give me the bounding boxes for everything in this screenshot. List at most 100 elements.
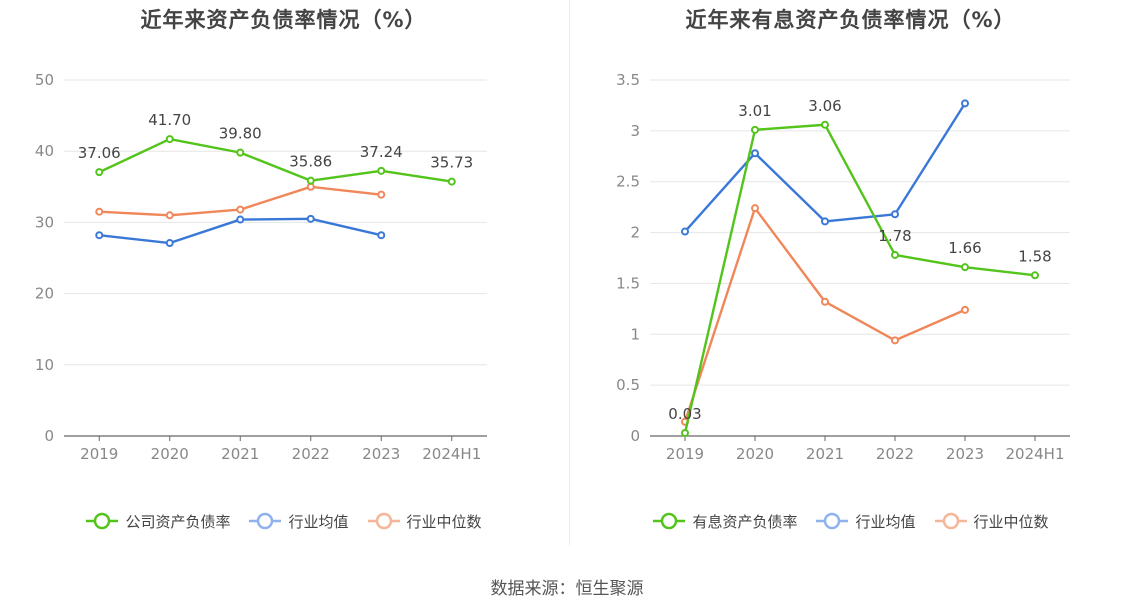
y-tick-label: 0.5 — [616, 376, 640, 394]
legend-label: 行业均值 — [288, 512, 349, 531]
data-point — [377, 190, 386, 199]
data-point — [821, 217, 829, 226]
data-point — [961, 263, 969, 272]
x-tick-label: 2022 — [876, 445, 914, 463]
data-point — [1031, 271, 1039, 280]
data-label: 3.06 — [808, 97, 841, 115]
legend-item[interactable]: 行业均值 — [815, 510, 916, 532]
data-point — [236, 148, 245, 157]
legend-label: 有息资产负债率 — [692, 512, 798, 531]
data-point — [377, 166, 386, 175]
x-tick-label: 2019 — [80, 445, 118, 463]
series-line — [683, 206, 966, 423]
data-point — [821, 120, 829, 129]
x-tick-label: 2023 — [362, 445, 400, 463]
data-point — [961, 305, 969, 314]
legend-marker-icon — [653, 512, 686, 530]
data-point — [891, 210, 899, 219]
chart-title: 近年来资产负债率情况（%） — [140, 8, 427, 32]
legend-marker-icon — [816, 512, 849, 530]
data-label: 39.80 — [219, 125, 262, 143]
data-point — [95, 231, 104, 240]
panel-divider — [569, 0, 570, 545]
x-tick-label: 2024H1 — [1006, 445, 1065, 463]
y-tick-label: 2 — [630, 224, 640, 242]
legend-label: 行业中位数 — [973, 512, 1049, 531]
y-tick-label: 1 — [630, 325, 640, 343]
data-point — [165, 239, 174, 248]
data-point — [95, 207, 104, 216]
chart-panel-interest-debt-ratio: 近年来有息资产负债率情况（%） 0 0.5 1 1.5 2 2.5 3 3.5 2019 2020… — [567, 0, 1134, 560]
data-point — [681, 428, 689, 437]
y-tick-label: 50 — [35, 71, 54, 89]
y-tick-label: 3.5 — [616, 71, 640, 89]
data-point — [891, 250, 899, 259]
data-label: 37.06 — [78, 144, 121, 162]
line-chart-debt-ratio: 0 10 20 30 40 50 2019 2020 2021 2022 2023 2024H1 37.… — [35, 71, 487, 463]
x-tick-label: 2021 — [806, 445, 844, 463]
y-tick-label: 30 — [35, 213, 54, 231]
chart-panel-debt-ratio: 近年来资产负债率情况（%） 0 10 20 30 40 50 2019 2020 2021 202… — [0, 0, 567, 560]
legend-label: 行业均值 — [855, 512, 916, 531]
data-point — [751, 125, 759, 134]
x-tick-label: 2019 — [666, 445, 704, 463]
data-point — [821, 297, 829, 306]
x-tick-label: 2024H1 — [422, 445, 481, 463]
data-point — [165, 135, 174, 144]
x-tick-label: 2020 — [151, 445, 189, 463]
data-point — [95, 168, 104, 177]
y-tick-label: 0 — [44, 427, 54, 445]
legend-item[interactable]: 公司资产负债率 — [85, 510, 230, 532]
series-line — [98, 137, 452, 183]
data-label: 41.70 — [148, 111, 191, 129]
legend-item[interactable]: 行业中位数 — [934, 510, 1049, 532]
y-tick-label: 1.5 — [616, 274, 640, 292]
legend-label: 行业中位数 — [406, 512, 482, 531]
data-point — [236, 215, 245, 224]
data-point — [306, 214, 315, 223]
data-label: 37.24 — [360, 143, 403, 161]
data-source-label: 数据来源：恒生聚源 — [490, 579, 644, 599]
legend-item[interactable]: 行业中位数 — [367, 510, 482, 532]
data-label: 3.01 — [738, 102, 771, 120]
data-label: 1.78 — [878, 227, 911, 245]
data-label: 1.58 — [1018, 247, 1051, 265]
data-label: 0.03 — [668, 405, 701, 423]
x-tick-label: 2021 — [221, 445, 259, 463]
x-tick-label: 2022 — [292, 445, 330, 463]
data-point — [165, 211, 174, 220]
x-tick-label: 2023 — [946, 445, 984, 463]
data-point — [751, 204, 759, 213]
chart-title: 近年来有息资产负债率情况（%） — [685, 8, 1016, 32]
legend-item[interactable]: 有息资产负债率 — [652, 510, 797, 532]
series-line — [683, 123, 1036, 434]
data-point — [681, 227, 689, 236]
data-point — [891, 336, 899, 345]
data-point — [961, 99, 969, 108]
y-tick-label: 0 — [630, 427, 640, 445]
legend-marker-icon — [86, 512, 119, 530]
data-point — [306, 176, 315, 185]
y-tick-label: 3 — [630, 122, 640, 140]
y-tick-label: 40 — [35, 142, 54, 160]
data-label: 35.73 — [430, 154, 473, 172]
legend-item[interactable]: 行业均值 — [248, 510, 349, 532]
legend-marker-icon — [249, 512, 282, 530]
data-label: 1.66 — [948, 239, 981, 257]
data-label: 35.86 — [289, 153, 332, 171]
line-chart-interest-debt-ratio: 0 0.5 1 1.5 2 2.5 3 3.5 2019 2020 2021 2022 2023 2024… — [616, 71, 1070, 463]
data-point — [306, 182, 315, 191]
legend-marker-icon — [934, 512, 967, 530]
legend-marker-icon — [367, 512, 400, 530]
chart-legend: 公司资产负债率 行业均值 行业中位数 — [0, 510, 567, 532]
x-tick-label: 2020 — [736, 445, 774, 463]
data-point — [377, 231, 386, 240]
legend-label: 公司资产负债率 — [125, 512, 231, 531]
y-tick-label: 2.5 — [616, 173, 640, 191]
data-point — [447, 177, 456, 186]
chart-legend: 有息资产负债率 行业均值 行业中位数 — [567, 510, 1134, 532]
data-point — [751, 149, 759, 158]
y-tick-label: 10 — [35, 356, 54, 374]
y-tick-label: 20 — [35, 285, 54, 303]
data-point — [236, 205, 245, 214]
